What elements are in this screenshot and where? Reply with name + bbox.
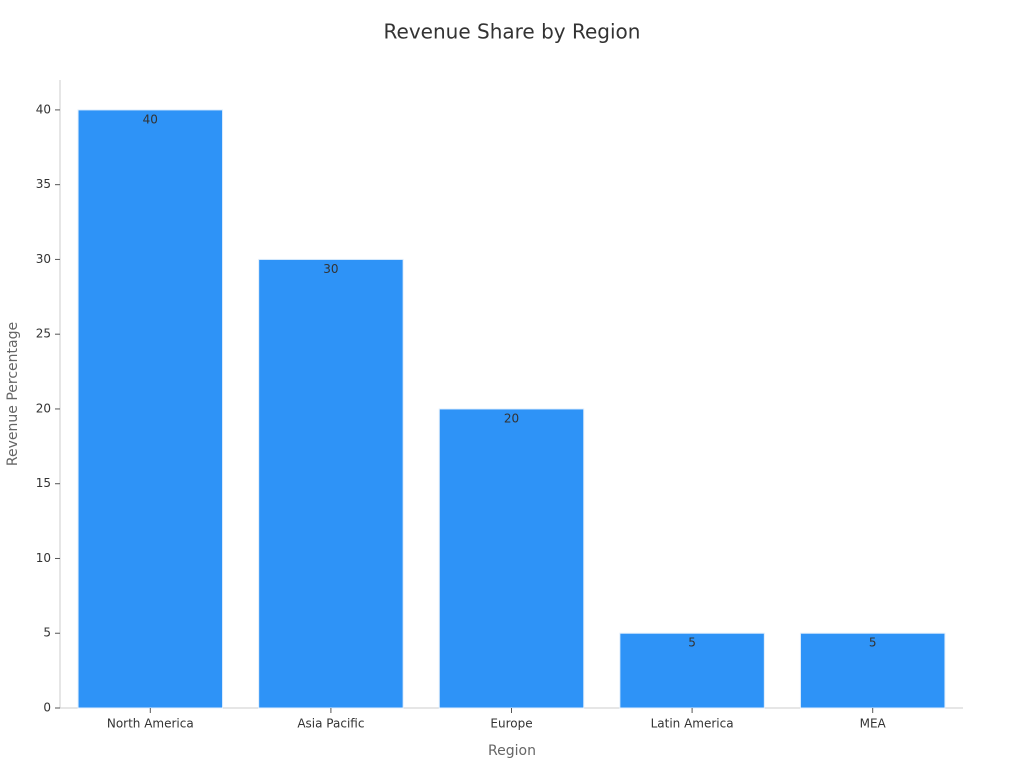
y-tick-label: 40 (36, 102, 51, 116)
bar (619, 632, 765, 709)
x-tick-label: Europe (490, 717, 532, 731)
x-tick-label: Asia Pacific (297, 717, 364, 731)
y-tick-label: 15 (36, 476, 51, 490)
x-axis-label: Region (488, 743, 536, 759)
bar (799, 632, 946, 709)
x-tick-label: Latin America (651, 717, 734, 731)
y-tick-label: 30 (36, 252, 51, 266)
y-tick-label: 20 (36, 401, 51, 415)
bar (77, 109, 224, 709)
chart-title: Revenue Share by Region (384, 20, 641, 44)
bar (258, 258, 404, 709)
y-tick-label: 10 (36, 551, 51, 565)
x-tick-label: North America (107, 717, 194, 731)
data-label: 30 (323, 262, 338, 276)
y-tick-label: 25 (36, 327, 51, 341)
y-axis-label: Revenue Percentage (5, 322, 21, 466)
y-tick-label: 5 (43, 626, 51, 640)
y-tick-label: 35 (36, 177, 51, 191)
data-label: 5 (688, 636, 696, 650)
bar (438, 408, 585, 709)
data-label: 40 (143, 112, 158, 126)
y-tick-label: 0 (43, 701, 51, 715)
x-tick-label: MEA (860, 717, 887, 731)
data-label: 5 (869, 636, 877, 650)
data-label: 20 (504, 411, 519, 425)
